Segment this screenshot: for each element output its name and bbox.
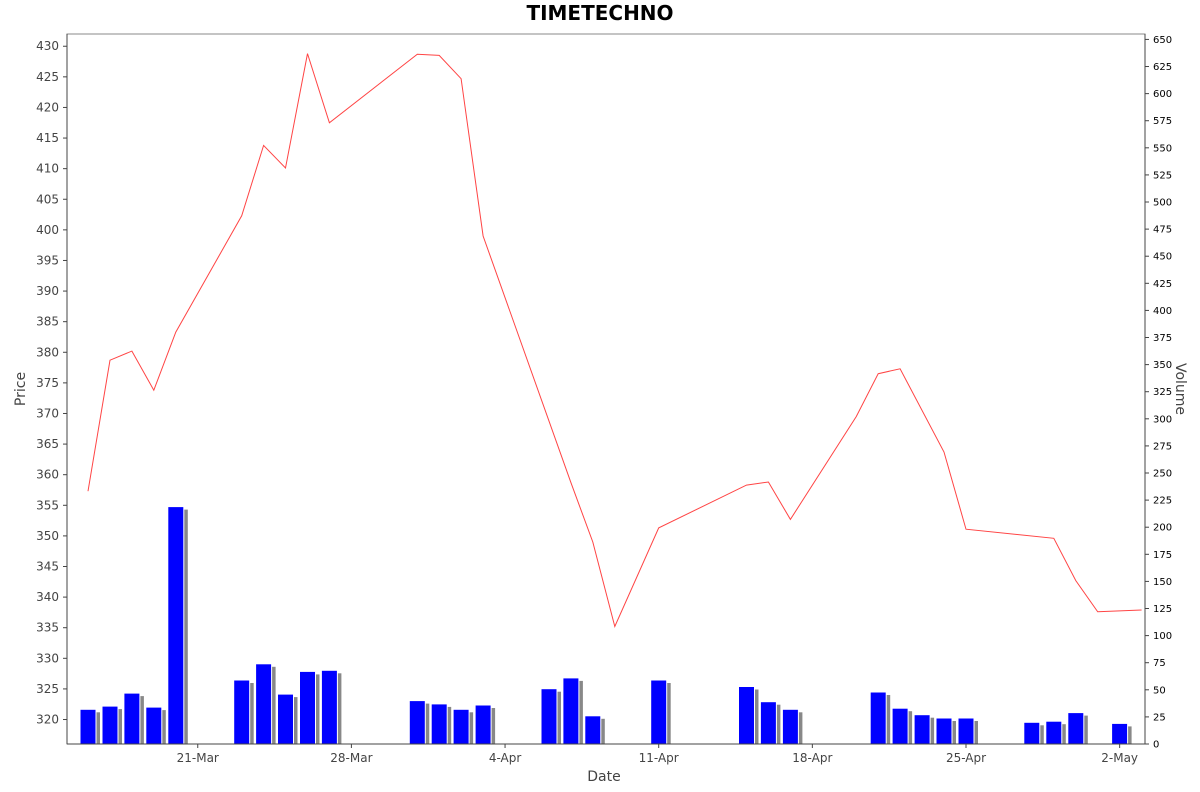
volume-bar bbox=[101, 705, 119, 745]
y-tick-label: 350 bbox=[36, 529, 59, 543]
y2-tick-label: 250 bbox=[1153, 469, 1172, 480]
volume-bar bbox=[957, 717, 975, 745]
y-tick-label: 370 bbox=[36, 406, 59, 420]
volume-bar bbox=[562, 677, 580, 745]
y2-tick-label: 0 bbox=[1153, 740, 1159, 751]
y2-tick-label: 75 bbox=[1153, 658, 1166, 669]
y2-tick-label: 100 bbox=[1153, 631, 1172, 642]
volume-bar bbox=[540, 688, 558, 745]
x-tick-label: 25-Apr bbox=[946, 751, 986, 765]
y-tick-label: 375 bbox=[36, 376, 59, 390]
volume-bar bbox=[869, 691, 887, 745]
y-tick-label: 395 bbox=[36, 253, 59, 267]
y2-tick-label: 475 bbox=[1153, 225, 1172, 236]
y-axis-ticks: 320 325 330 335 340 345 350 355 360 365 370 375 380 3… bbox=[36, 39, 67, 727]
volume-bar bbox=[299, 670, 316, 745]
y2-tick-label: 575 bbox=[1153, 116, 1172, 127]
y2-tick-label: 25 bbox=[1153, 712, 1166, 723]
y2-tick-label: 525 bbox=[1153, 170, 1172, 181]
chart-title: TIMETECHNO bbox=[526, 1, 673, 25]
y-tick-label: 390 bbox=[36, 284, 59, 298]
volume-bar bbox=[738, 686, 755, 745]
y-tick-label: 430 bbox=[36, 39, 59, 53]
volume-bar bbox=[408, 700, 426, 745]
volume-bar bbox=[145, 706, 163, 745]
y-axis-label: Price bbox=[13, 372, 29, 406]
volume-bar bbox=[584, 715, 602, 745]
y2-tick-label: 625 bbox=[1153, 62, 1172, 73]
y2-tick-label: 600 bbox=[1153, 89, 1172, 100]
y-tick-label: 345 bbox=[36, 560, 59, 574]
volume-bar bbox=[650, 679, 668, 745]
y2-tick-label: 150 bbox=[1153, 577, 1172, 588]
volume-bars bbox=[79, 506, 1132, 745]
volume-bar bbox=[167, 506, 185, 745]
y2-tick-label: 275 bbox=[1153, 441, 1172, 452]
volume-bar bbox=[1111, 722, 1129, 745]
y2-tick-label: 350 bbox=[1153, 360, 1172, 371]
y2-tick-label: 650 bbox=[1153, 35, 1172, 46]
plot-area bbox=[66, 33, 1146, 745]
volume-bar bbox=[1045, 720, 1063, 745]
y-tick-label: 335 bbox=[36, 621, 59, 635]
y-tick-label: 380 bbox=[36, 345, 59, 359]
y-tick-label: 330 bbox=[36, 651, 59, 665]
y2-tick-label: 375 bbox=[1153, 333, 1172, 344]
volume-bar bbox=[1067, 712, 1085, 745]
volume-bar bbox=[781, 708, 799, 745]
y-tick-label: 425 bbox=[36, 70, 59, 84]
x-axis-label: Date bbox=[587, 769, 620, 785]
y2-tick-label: 325 bbox=[1153, 387, 1172, 398]
y2-tick-label: 550 bbox=[1153, 143, 1172, 154]
volume-bar bbox=[891, 707, 909, 745]
y-tick-label: 325 bbox=[36, 682, 59, 696]
y-tick-label: 405 bbox=[36, 192, 59, 206]
volume-bar bbox=[255, 663, 273, 745]
y-tick-label: 365 bbox=[36, 437, 59, 451]
x-tick-label: 4-Apr bbox=[489, 751, 522, 765]
y2-tick-label: 300 bbox=[1153, 414, 1172, 425]
x-tick-label: 2-May bbox=[1101, 751, 1138, 765]
y2-tick-label: 225 bbox=[1153, 496, 1172, 507]
y-tick-label: 340 bbox=[36, 590, 59, 604]
volume-bar bbox=[759, 701, 777, 745]
volume-bar bbox=[935, 717, 953, 745]
x-tick-label: 21-Mar bbox=[177, 751, 219, 765]
y-tick-label: 360 bbox=[36, 468, 59, 482]
y2-tick-label: 175 bbox=[1153, 550, 1172, 561]
y2-axis-ticks: 0 25 50 75 100 125 150 175 200 225 250 275 300 325 350… bbox=[1145, 35, 1172, 751]
volume-bar bbox=[913, 714, 931, 745]
y2-tick-label: 500 bbox=[1153, 198, 1172, 209]
y-tick-label: 385 bbox=[36, 315, 59, 329]
volume-bar bbox=[452, 708, 470, 745]
y-tick-label: 320 bbox=[36, 713, 59, 727]
y2-tick-label: 50 bbox=[1153, 685, 1166, 696]
price-line bbox=[87, 53, 1142, 629]
volume-bar bbox=[123, 692, 141, 745]
y-tick-label: 415 bbox=[36, 131, 59, 145]
y2-axis-label: Volume bbox=[1172, 363, 1188, 415]
y2-tick-label: 450 bbox=[1153, 252, 1172, 263]
y-tick-label: 420 bbox=[36, 100, 59, 114]
volume-bar bbox=[430, 703, 448, 745]
volume-bar bbox=[474, 704, 492, 745]
volume-bar bbox=[233, 679, 251, 745]
volume-bar bbox=[79, 708, 97, 745]
x-axis-ticks: 21-Mar 28-Mar 4-Apr 11-Apr 18-Apr 25-Apr 2-May bbox=[177, 744, 1138, 765]
price-series-line bbox=[87, 53, 1142, 629]
y-tick-label: 410 bbox=[36, 162, 59, 176]
y2-tick-label: 200 bbox=[1153, 523, 1172, 534]
y-tick-label: 400 bbox=[36, 223, 59, 237]
x-tick-label: 18-Apr bbox=[792, 751, 832, 765]
y-tick-label: 355 bbox=[36, 498, 59, 512]
volume-bar bbox=[277, 693, 294, 745]
y2-tick-label: 125 bbox=[1153, 604, 1172, 615]
y2-tick-label: 425 bbox=[1153, 279, 1172, 290]
volume-bar bbox=[320, 669, 338, 745]
x-tick-label: 28-Mar bbox=[330, 751, 372, 765]
y2-tick-label: 400 bbox=[1153, 306, 1172, 317]
x-tick-label: 11-Apr bbox=[639, 751, 679, 765]
volume-bar bbox=[1023, 721, 1041, 745]
